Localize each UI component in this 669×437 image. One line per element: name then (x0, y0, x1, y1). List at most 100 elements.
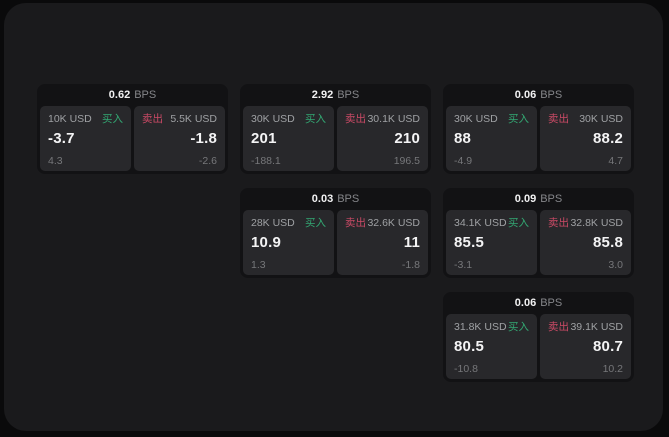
buy-secondary-value: -188.1 (251, 155, 281, 167)
buy-secondary-value: 4.3 (48, 155, 63, 167)
buy-tile[interactable]: 10K USD 买入 -3.7 4.3 (40, 106, 131, 171)
buy-secondary-value: -3.1 (454, 259, 473, 271)
sell-notional: 30K USD (579, 113, 623, 125)
sell-side-label: 卖出 (548, 321, 569, 333)
bps-unit-label: BPS (540, 297, 563, 309)
quote-card: 0.06 BPS 31.8K USD 买入 80.5 -10.8 卖出 39.1… (443, 292, 634, 382)
sell-tile-top-row: 卖出 30K USD (548, 113, 623, 126)
sell-tile-top-row: 卖出 5.5K USD (142, 113, 217, 126)
sell-notional: 32.8K USD (570, 217, 623, 229)
sell-notional: 5.5K USD (170, 113, 217, 125)
spread-value: 0.06 (514, 297, 537, 309)
sell-tile-top-row: 卖出 39.1K USD (548, 321, 623, 334)
quote-card: 0.62 BPS 10K USD 买入 -3.7 4.3 卖出 5.5K USD… (37, 84, 228, 174)
quote-card: 0.03 BPS 28K USD 买入 10.9 1.3 卖出 32.6K US… (240, 188, 431, 278)
buy-notional: 31.8K USD (454, 321, 507, 333)
sell-secondary-value: 196.5 (393, 155, 420, 167)
buy-notional: 30K USD (454, 113, 498, 125)
quote-panels: 31.8K USD 买入 80.5 -10.8 卖出 39.1K USD 80.… (443, 314, 634, 382)
buy-tile-top-row: 30K USD 买入 (251, 113, 326, 126)
sell-tile[interactable]: 卖出 32.6K USD 11 -1.8 (337, 210, 428, 275)
quote-card-grid: 0.62 BPS 10K USD 买入 -3.7 4.3 卖出 5.5K USD… (37, 84, 634, 382)
buy-price: 201 (251, 130, 277, 147)
spread-value: 0.62 (108, 89, 131, 101)
sell-secondary-value: 10.2 (602, 363, 623, 375)
buy-side-label: 买入 (305, 217, 326, 229)
sell-side-label: 卖出 (345, 217, 366, 229)
sell-tile-top-row: 卖出 32.6K USD (345, 217, 420, 230)
sell-side-label: 卖出 (142, 113, 163, 125)
buy-notional: 34.1K USD (454, 217, 507, 229)
sell-price: -1.8 (190, 130, 217, 147)
buy-notional: 10K USD (48, 113, 92, 125)
buy-side-label: 买入 (508, 321, 529, 333)
buy-secondary-value: -4.9 (454, 155, 473, 167)
spread-header: 0.06 BPS (443, 84, 634, 106)
sell-side-label: 卖出 (345, 113, 366, 125)
sell-price: 80.7 (593, 338, 623, 355)
sell-price: 210 (394, 130, 420, 147)
buy-notional: 30K USD (251, 113, 295, 125)
buy-notional: 28K USD (251, 217, 295, 229)
sell-tile[interactable]: 卖出 30K USD 88.2 4.7 (540, 106, 631, 171)
spread-value: 0.03 (311, 193, 334, 205)
sell-tile-top-row: 卖出 30.1K USD (345, 113, 420, 126)
sell-secondary-value: -1.8 (401, 259, 420, 271)
quote-panels: 28K USD 买入 10.9 1.3 卖出 32.6K USD 11 -1.8 (240, 210, 431, 278)
buy-price: 80.5 (454, 338, 484, 355)
spread-header: 0.62 BPS (37, 84, 228, 106)
sell-notional: 32.6K USD (367, 217, 420, 229)
bps-unit-label: BPS (540, 89, 563, 101)
buy-side-label: 买入 (508, 217, 529, 229)
quote-card: 2.92 BPS 30K USD 买入 201 -188.1 卖出 30.1K … (240, 84, 431, 174)
buy-price: -3.7 (48, 130, 75, 147)
spread-value: 0.06 (514, 89, 537, 101)
buy-secondary-value: -10.8 (454, 363, 478, 375)
bps-unit-label: BPS (337, 89, 360, 101)
spread-value: 2.92 (311, 89, 334, 101)
sell-side-label: 卖出 (548, 113, 569, 125)
quote-card: 0.06 BPS 30K USD 买入 88 -4.9 卖出 30K USD 8… (443, 84, 634, 174)
buy-secondary-value: 1.3 (251, 259, 266, 271)
sell-secondary-value: -2.6 (198, 155, 217, 167)
quote-panels: 30K USD 买入 88 -4.9 卖出 30K USD 88.2 4.7 (443, 106, 634, 174)
sell-side-label: 卖出 (548, 217, 569, 229)
bps-unit-label: BPS (540, 193, 563, 205)
buy-side-label: 买入 (305, 113, 326, 125)
sell-secondary-value: 3.0 (608, 259, 623, 271)
buy-tile[interactable]: 28K USD 买入 10.9 1.3 (243, 210, 334, 275)
sell-tile-top-row: 卖出 32.8K USD (548, 217, 623, 230)
sell-tile[interactable]: 卖出 32.8K USD 85.8 3.0 (540, 210, 631, 275)
buy-side-label: 买入 (102, 113, 123, 125)
buy-tile[interactable]: 30K USD 买入 88 -4.9 (446, 106, 537, 171)
sell-secondary-value: 4.7 (608, 155, 623, 167)
buy-tile-top-row: 30K USD 买入 (454, 113, 529, 126)
buy-price: 88 (454, 130, 472, 147)
quote-panels: 30K USD 买入 201 -188.1 卖出 30.1K USD 210 1… (240, 106, 431, 174)
sell-tile[interactable]: 卖出 5.5K USD -1.8 -2.6 (134, 106, 225, 171)
bps-unit-label: BPS (134, 89, 157, 101)
spread-header: 0.09 BPS (443, 188, 634, 210)
buy-tile[interactable]: 31.8K USD 买入 80.5 -10.8 (446, 314, 537, 379)
spread-header: 2.92 BPS (240, 84, 431, 106)
spread-value: 0.09 (514, 193, 537, 205)
quote-panels: 34.1K USD 买入 85.5 -3.1 卖出 32.8K USD 85.8… (443, 210, 634, 278)
buy-tile[interactable]: 30K USD 买入 201 -188.1 (243, 106, 334, 171)
buy-tile-top-row: 31.8K USD 买入 (454, 321, 529, 334)
buy-tile-top-row: 10K USD 买入 (48, 113, 123, 126)
buy-tile[interactable]: 34.1K USD 买入 85.5 -3.1 (446, 210, 537, 275)
sell-price: 88.2 (593, 130, 623, 147)
sell-notional: 39.1K USD (570, 321, 623, 333)
spread-header: 0.03 BPS (240, 188, 431, 210)
bps-unit-label: BPS (337, 193, 360, 205)
buy-tile-top-row: 34.1K USD 买入 (454, 217, 529, 230)
quote-panels: 10K USD 买入 -3.7 4.3 卖出 5.5K USD -1.8 -2.… (37, 106, 228, 174)
buy-price: 10.9 (251, 234, 281, 251)
sell-tile[interactable]: 卖出 39.1K USD 80.7 10.2 (540, 314, 631, 379)
buy-tile-top-row: 28K USD 买入 (251, 217, 326, 230)
quote-card: 0.09 BPS 34.1K USD 买入 85.5 -3.1 卖出 32.8K… (443, 188, 634, 278)
spread-header: 0.06 BPS (443, 292, 634, 314)
sell-notional: 30.1K USD (367, 113, 420, 125)
sell-price: 11 (403, 234, 420, 251)
sell-tile[interactable]: 卖出 30.1K USD 210 196.5 (337, 106, 428, 171)
